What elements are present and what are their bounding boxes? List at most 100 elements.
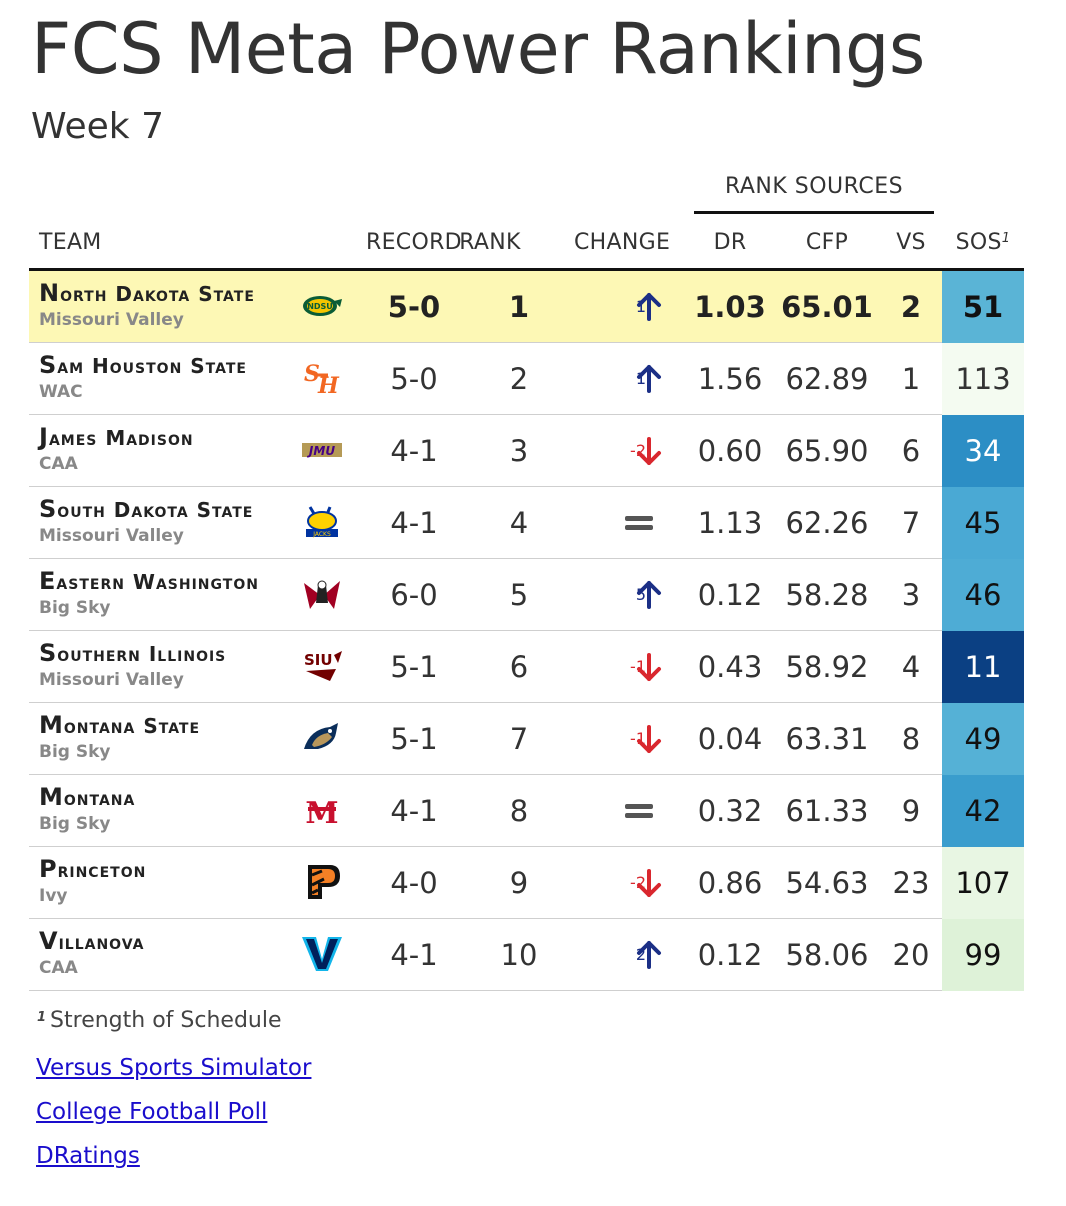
arrow-down-icon (634, 724, 664, 754)
team-conference: WAC (39, 382, 83, 402)
vs-cell: 8 (901, 722, 921, 756)
change-cell: -1 (574, 703, 688, 775)
table-row: Montana State Big Sky 5-1 7 -1 0.04 63.31 8 49 (29, 703, 1024, 775)
link-dratings[interactable]: DRatings (36, 1143, 140, 1169)
dr-cell: 0.12 (697, 578, 763, 612)
arrow-down-icon (634, 868, 664, 898)
rank-cell: 8 (509, 794, 529, 828)
team-name: Eastern Washington (39, 567, 259, 595)
column-header-sos: SOS1 (955, 230, 1011, 255)
change-cell: -1 (574, 631, 688, 703)
arrow-up-icon (634, 940, 664, 970)
team-name: Southern Illinois (39, 639, 227, 667)
team-name: Montana State (39, 711, 201, 739)
link-college-football-poll[interactable]: College Football Poll (36, 1099, 268, 1125)
team-conference: Missouri Valley (39, 310, 184, 330)
team-conference: Ivy (39, 886, 68, 906)
team-conference: CAA (39, 454, 78, 474)
column-header-rank: RANK (459, 230, 521, 255)
record-cell: 5-1 (390, 650, 438, 684)
team-name: Princeton (39, 855, 147, 883)
vs-cell: 20 (892, 938, 930, 972)
record-cell: 4-1 (390, 938, 438, 972)
footnote-marker: 1 (37, 1010, 47, 1025)
vs-cell: 4 (901, 650, 921, 684)
cfp-cell: 61.33 (785, 794, 869, 828)
sos-cell: 113 (942, 343, 1024, 415)
team-name: James Madison (39, 423, 194, 451)
cfp-cell: 65.01 (781, 290, 873, 324)
sos-cell: 45 (942, 487, 1024, 559)
record-cell: 5-0 (390, 362, 438, 396)
svg-text:JMU: JMU (307, 444, 335, 458)
rank-cell: 2 (509, 362, 529, 396)
dr-cell: 0.86 (697, 866, 763, 900)
ndsu-bison-logo-icon: NDSU (300, 287, 344, 325)
siu-saluki-logo-icon: SIU (300, 647, 344, 685)
page-title: FCS Meta Power Rankings (31, 8, 925, 90)
montana-griz-logo-icon: M (300, 791, 344, 831)
sos-cell: 34 (942, 415, 1024, 487)
column-header-team: TEAM (39, 230, 102, 255)
dr-cell: 1.03 (694, 290, 766, 324)
rank-cell: 10 (500, 938, 538, 972)
rank-cell: 5 (509, 578, 529, 612)
table-row: James Madison CAA JMU 4-1 3 -2 0.60 65.90 6 34 (29, 415, 1024, 487)
team-conference: Big Sky (39, 814, 111, 834)
cfp-cell: 63.31 (785, 722, 869, 756)
dr-cell: 0.32 (697, 794, 763, 828)
vs-cell: 3 (901, 578, 921, 612)
table-row: Montana Big Sky M 4-1 8 0.32 61.33 9 42 (29, 775, 1024, 847)
svg-text:NDSU: NDSU (307, 302, 333, 311)
rank-sources-label: RANK SOURCES (724, 174, 904, 199)
princeton-p-logo-icon (300, 863, 344, 901)
record-cell: 5-1 (390, 722, 438, 756)
svg-text:H: H (317, 373, 340, 397)
cfp-cell: 62.26 (785, 506, 869, 540)
table-row: South Dakota State Missouri Valley JACKS 4-… (29, 487, 1024, 559)
dr-cell: 0.60 (697, 434, 763, 468)
sos-cell: 99 (942, 919, 1024, 991)
column-header-record: RECORD (366, 230, 462, 255)
arrow-up-icon (634, 580, 664, 610)
team-conference: CAA (39, 958, 78, 978)
cfp-cell: 65.90 (785, 434, 869, 468)
record-cell: 4-1 (390, 506, 438, 540)
svg-text:JACKS: JACKS (312, 531, 331, 538)
rank-cell: 3 (509, 434, 529, 468)
vs-cell: 2 (900, 290, 922, 324)
rank-cell: 1 (508, 290, 530, 324)
column-header-cfp: CFP (805, 230, 849, 255)
change-value: 1 (635, 297, 646, 316)
footnote-text: Strength of Schedule (50, 1008, 282, 1033)
record-cell: 4-0 (390, 866, 438, 900)
team-conference: Missouri Valley (39, 526, 184, 546)
dr-cell: 1.13 (697, 506, 763, 540)
sos-cell: 107 (942, 847, 1024, 919)
ewu-eagle-logo-icon (300, 575, 344, 613)
rank-sources-divider (694, 211, 934, 214)
rank-cell: 6 (509, 650, 529, 684)
team-conference: Missouri Valley (39, 670, 184, 690)
link-versus-sports-simulator[interactable]: Versus Sports Simulator (36, 1055, 312, 1081)
record-cell: 6-0 (390, 578, 438, 612)
cfp-cell: 54.63 (785, 866, 869, 900)
change-cell: -2 (574, 847, 688, 919)
vs-cell: 6 (901, 434, 921, 468)
arrow-down-icon (634, 436, 664, 466)
change-cell: 5 (574, 559, 688, 631)
team-name: Sam Houston State (39, 351, 247, 379)
cfp-cell: 62.89 (785, 362, 869, 396)
change-cell (574, 487, 688, 559)
page-subtitle: Week 7 (31, 106, 164, 147)
team-conference: Big Sky (39, 742, 111, 762)
sos-cell: 51 (942, 271, 1024, 343)
change-cell: 1 (574, 343, 688, 415)
table-row: Princeton Ivy 4-0 9 -2 0.86 54.63 23 107 (29, 847, 1024, 919)
cfp-cell: 58.92 (785, 650, 869, 684)
table-row: Southern Illinois Missouri Valley SIU 5-1 6 -… (29, 631, 1024, 703)
team-name: North Dakota State (39, 279, 255, 307)
svg-text:SIU: SIU (304, 651, 333, 669)
dr-cell: 0.43 (697, 650, 763, 684)
rank-cell: 7 (509, 722, 529, 756)
